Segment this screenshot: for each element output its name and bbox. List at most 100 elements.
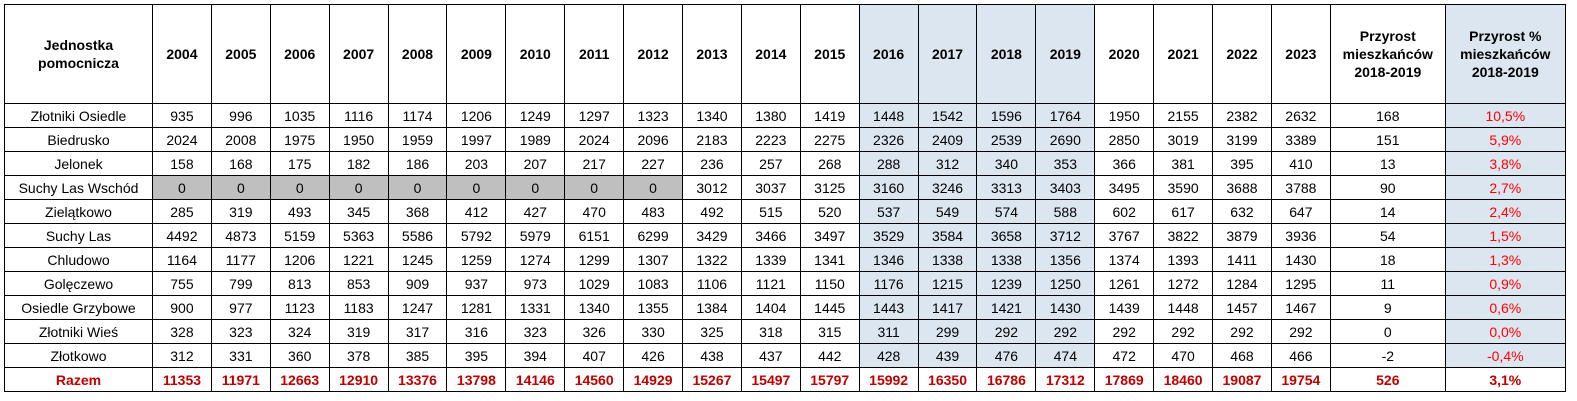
cell: 1245 [387, 247, 448, 272]
cell: 520 [799, 199, 860, 224]
cell: 1259 [446, 247, 507, 272]
cell: 19087 [1212, 367, 1272, 392]
header-cell: 2015 [799, 4, 860, 104]
cell: 3590 [1153, 175, 1214, 200]
cell: 813 [269, 271, 330, 296]
cell: 13 [1329, 151, 1446, 176]
cell: 438 [682, 343, 742, 368]
cell: 385 [387, 343, 448, 368]
cell: 12663 [269, 367, 330, 392]
cell: 437 [740, 343, 801, 368]
cell: 311 [858, 319, 919, 344]
cell: 602 [1094, 199, 1155, 224]
cell: 483 [623, 199, 684, 224]
cell: 326 [564, 319, 625, 344]
cell: 17869 [1094, 367, 1155, 392]
row-label: Jelonek [4, 151, 153, 176]
cell: 1393 [1153, 247, 1214, 272]
cell: 799 [210, 271, 271, 296]
row-label: Złotniki Osiedle [4, 103, 153, 128]
row-label: Razem [4, 367, 153, 392]
cell: 1295 [1270, 271, 1331, 296]
cell: 330 [623, 319, 684, 344]
cell: 90 [1329, 175, 1446, 200]
data-row: Złotniki Osiedle 935 996 1035 1116 1174 1206 12… [4, 103, 1566, 128]
cell: 2850 [1094, 127, 1155, 152]
cell: 5363 [328, 223, 389, 248]
cell: 0 [328, 175, 389, 200]
header-cell: Jednostka pomocnicza [4, 4, 153, 104]
cell: 526 [1329, 367, 1446, 392]
cell: 537 [858, 199, 919, 224]
cell: 312 [152, 343, 212, 368]
cell: 1443 [858, 295, 919, 320]
cell: 394 [505, 343, 566, 368]
cell: 1239 [976, 271, 1037, 296]
cell: 1,3% [1444, 247, 1566, 272]
cell: 1123 [269, 295, 330, 320]
data-row: Osiedle Grzybowe 900 977 1123 1183 1247 1281 13… [4, 295, 1566, 320]
cell: 292 [1094, 319, 1155, 344]
cell: 492 [682, 199, 742, 224]
cell: 5,9% [1444, 127, 1566, 152]
cell: 935 [152, 103, 212, 128]
cell: 1997 [446, 127, 507, 152]
cell: 18460 [1153, 367, 1214, 392]
cell: 325 [682, 319, 742, 344]
cell: 13798 [446, 367, 507, 392]
cell: 15267 [682, 367, 742, 392]
cell: 2,7% [1444, 175, 1566, 200]
header-cell: 2017 [917, 4, 978, 104]
cell: 1215 [917, 271, 978, 296]
cell: 323 [505, 319, 566, 344]
cell: 328 [152, 319, 212, 344]
cell: 3160 [858, 175, 919, 200]
cell: 1975 [269, 127, 330, 152]
cell: 14560 [564, 367, 625, 392]
cell: 236 [682, 151, 742, 176]
header-cell: 2022 [1212, 4, 1272, 104]
cell: 937 [446, 271, 507, 296]
cell: 1331 [505, 295, 566, 320]
cell: 1221 [328, 247, 389, 272]
cell: 1340 [564, 295, 625, 320]
cell: 151 [1329, 127, 1446, 152]
cell: 0 [623, 175, 684, 200]
cell: 2326 [858, 127, 919, 152]
cell: 1247 [387, 295, 448, 320]
cell: 2155 [1153, 103, 1214, 128]
cell: 1439 [1094, 295, 1155, 320]
cell: 3403 [1035, 175, 1096, 200]
cell: 3822 [1153, 223, 1214, 248]
cell: 5159 [269, 223, 330, 248]
cell: 3125 [799, 175, 860, 200]
cell: 2223 [740, 127, 801, 152]
data-row: Jelonek 158 168 175 182 186 203 207 217 227 236 257… [4, 151, 1566, 176]
cell: 292 [1035, 319, 1096, 344]
cell: 395 [1212, 151, 1272, 176]
cell: 318 [740, 319, 801, 344]
cell: 1261 [1094, 271, 1155, 296]
cell: 617 [1153, 199, 1214, 224]
header-cell: 2019 [1035, 4, 1096, 104]
cell: 3936 [1270, 223, 1331, 248]
cell: 2275 [799, 127, 860, 152]
cell: 0,0% [1444, 319, 1566, 344]
cell: 3495 [1094, 175, 1155, 200]
cell: 299 [917, 319, 978, 344]
cell: 168 [1329, 103, 1446, 128]
cell: 12910 [328, 367, 389, 392]
cell: 1380 [740, 103, 801, 128]
cell: 407 [564, 343, 625, 368]
header-cell: 2018 [976, 4, 1037, 104]
cell: 1183 [328, 295, 389, 320]
cell: 13376 [387, 367, 448, 392]
cell: 217 [564, 151, 625, 176]
header-cell: Przyrost mieszkańców 2018-2019 [1329, 4, 1446, 104]
cell: 1338 [917, 247, 978, 272]
cell: 1272 [1153, 271, 1214, 296]
cell: 0 [505, 175, 566, 200]
cell: 0 [152, 175, 212, 200]
cell: 3529 [858, 223, 919, 248]
population-table: Jednostka pomocnicza 2004 2005 2006 2007 2008… [4, 4, 1566, 392]
